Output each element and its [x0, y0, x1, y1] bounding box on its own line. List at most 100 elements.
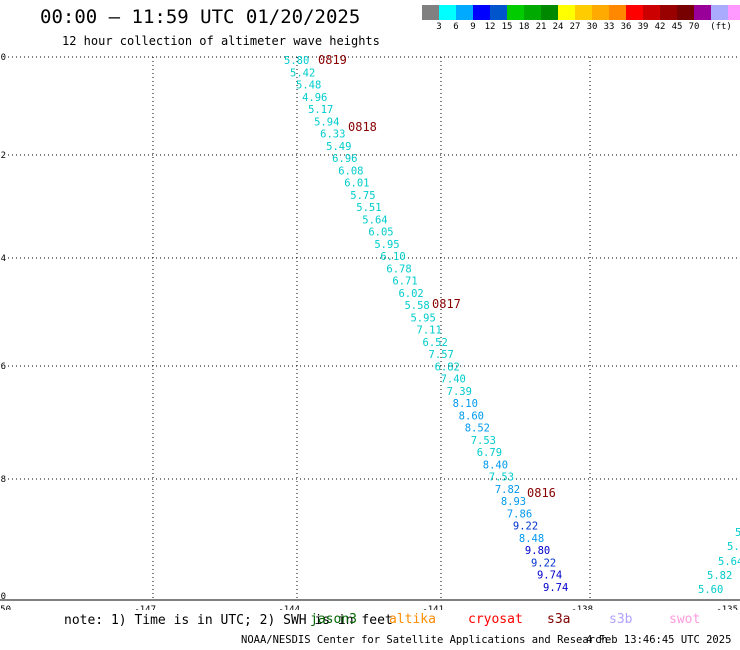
swh-value: 5.48: [296, 80, 321, 92]
scale-label: 33: [603, 22, 615, 32]
scale-swatch: [473, 5, 490, 20]
swh-value-edge: 5.64: [718, 556, 740, 568]
swh-value: 8.93: [501, 496, 526, 508]
swh-value: 8.48: [519, 533, 544, 545]
page-subtitle: 12 hour collection of altimeter wave hei…: [62, 34, 380, 48]
scale-swatch: [490, 5, 507, 20]
longitude-label: -141: [422, 605, 444, 610]
credit-line: NOAA/NESDIS Center for Satellite Applica…: [241, 634, 608, 646]
longitude-label: -147: [134, 605, 156, 610]
swh-value: 7.53: [471, 435, 496, 447]
scale-swatch: [609, 5, 626, 20]
scale-swatch: [592, 5, 609, 20]
scale-label: 42: [654, 22, 666, 32]
swh-value: 9.22: [513, 521, 538, 533]
longitude-label: -150: [0, 605, 11, 610]
latitude-label: -54: [0, 254, 6, 264]
scale-label: 3: [436, 22, 442, 32]
time-label: 0818: [348, 120, 377, 134]
footer-note: note: 1) Time is in UTC; 2) SWH is in fe…: [64, 613, 393, 628]
swh-value-edge: 5: [735, 527, 740, 539]
swh-value: 7.86: [507, 508, 532, 520]
scale-swatch: [694, 5, 711, 20]
latitude-label: -58: [0, 475, 6, 485]
swh-value: 5.51: [356, 202, 381, 214]
swh-value: 5.80: [284, 55, 309, 67]
scale-label: 21: [535, 22, 547, 32]
swh-value: 6.79: [477, 447, 502, 459]
swh-value: 5.64: [362, 214, 387, 226]
swh-value: 6.05: [368, 227, 393, 239]
scale-swatch: [711, 5, 728, 20]
longitude-label: -135: [716, 605, 738, 610]
swh-value-edge: 5.4: [727, 541, 740, 553]
scale-label: (ft): [710, 22, 732, 32]
swh-value: 7.39: [447, 386, 472, 398]
latitude-label: -56: [0, 362, 6, 372]
satellite-altika: altika: [389, 612, 436, 627]
swh-value: 8.52: [465, 423, 490, 435]
swh-value: 7.40: [441, 374, 466, 386]
scale-swatch: [728, 5, 740, 20]
scale-label: 24: [552, 22, 564, 32]
scale-label: 9: [470, 22, 476, 32]
swh-value: 8.60: [459, 410, 484, 422]
satellite-s3a: s3a: [547, 612, 571, 627]
scale-swatch: [507, 5, 524, 20]
scale-swatch: [660, 5, 677, 20]
swh-value: 5.49: [326, 141, 351, 153]
swh-value: 8.40: [483, 459, 508, 471]
scale-label: 6: [453, 22, 459, 32]
scale-label: 18: [518, 22, 530, 32]
scale-swatch: [456, 5, 473, 20]
scale-label: 27: [569, 22, 581, 32]
swh-value: 6.01: [344, 178, 369, 190]
scale-label: 39: [637, 22, 649, 32]
scale-label: 36: [620, 22, 632, 32]
swh-value: 5.42: [290, 67, 315, 79]
scale-label: 45: [671, 22, 683, 32]
swh-value: 5.94: [314, 116, 339, 128]
swh-value: 6.71: [392, 276, 417, 288]
swh-value-edge: 5.82: [707, 570, 732, 582]
swh-value-edge: 5.60: [698, 584, 723, 596]
swh-value: 5.75: [350, 190, 375, 202]
scale-swatch: [643, 5, 660, 20]
satellite-cryosat: cryosat: [468, 612, 523, 627]
swh-value: 9.74: [537, 570, 562, 582]
scale-swatch: [558, 5, 575, 20]
swh-value: 6.82: [435, 361, 460, 373]
swh-value: 6.96: [332, 153, 357, 165]
satellite-jason3: jason3: [310, 612, 357, 627]
latitude-label: -50: [0, 53, 6, 63]
scale-swatch: [524, 5, 541, 20]
swh-value: 6.08: [338, 165, 363, 177]
swh-value: 4.96: [302, 92, 327, 104]
scale-label: 15: [501, 22, 513, 32]
swh-value: 6.10: [380, 251, 405, 263]
longitude-label: -144: [278, 605, 300, 610]
swh-value: 7.57: [429, 349, 454, 361]
time-label: 0817: [432, 297, 461, 311]
swh-value: 5.95: [374, 239, 399, 251]
swh-value: 6.02: [398, 288, 423, 300]
scale-label: 70: [688, 22, 700, 32]
swh-value: 9.22: [531, 557, 556, 569]
generation-timestamp: 4 Feb 13:46:45 UTC 2025: [586, 634, 732, 646]
scale-swatch: [575, 5, 592, 20]
swh-value: 5.95: [410, 312, 435, 324]
color-scale-bar: [422, 5, 740, 20]
swh-value: 7.53: [489, 472, 514, 484]
altimeter-map: -50 -52 -54 -56 -58 -60 -150 -147 -144 -141 -138 -1…: [0, 53, 740, 610]
swh-value: 5.58: [404, 300, 429, 312]
scale-swatch: [626, 5, 643, 20]
latitude-label: -52: [0, 151, 6, 161]
swh-value: 7.11: [417, 325, 442, 337]
swh-value: 6.52: [423, 337, 448, 349]
scale-swatch: [439, 5, 456, 20]
time-label: 0816: [527, 486, 556, 500]
swh-value: 5.17: [308, 104, 333, 116]
scale-swatch: [422, 5, 439, 20]
time-label: 0819: [318, 53, 347, 67]
page-title: 00:00 – 11:59 UTC 01/20/2025: [40, 6, 361, 28]
